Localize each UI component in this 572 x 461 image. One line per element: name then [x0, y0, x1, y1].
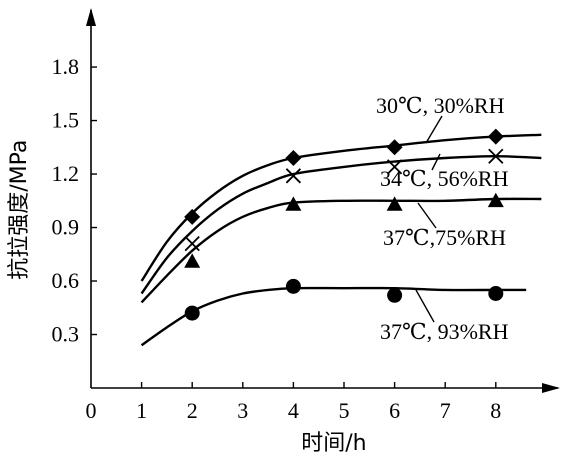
- data-point-s3-1: [184, 253, 201, 268]
- x-tick-label: 2: [187, 398, 198, 423]
- labels: 0 1 2 3 4 5 6 7 8 0.3 0.6 0.9 1.2 1.5 1.8 时间/h 抗拉强度/MPa: [7, 54, 501, 456]
- data-point-s1-1: [184, 208, 201, 225]
- x-tick-label: 6: [389, 398, 400, 423]
- data-point-s2-4: [488, 148, 504, 164]
- data-point-s1-2: [285, 149, 302, 166]
- data-point-s4-3: [387, 287, 403, 303]
- x-tick-label: 4: [288, 398, 299, 423]
- annotations: 30℃, 30%RH 34℃, 56%RH 37℃,75%RH 37℃, 93%RH: [376, 93, 509, 344]
- y-tick-label: 0.9: [52, 215, 80, 240]
- data-point-s4-1: [184, 305, 200, 321]
- x-axis-arrow: [542, 383, 560, 393]
- x-tick-label: 8: [490, 398, 501, 423]
- y-tick-label: 1.5: [52, 108, 80, 133]
- annotation-leader-4: [415, 289, 435, 323]
- y-axis-title: 抗拉强度/MPa: [7, 140, 32, 280]
- data-point-s2-2: [285, 168, 302, 184]
- data-point-s1-3: [386, 139, 403, 156]
- data-point-s3-3: [386, 196, 403, 211]
- x-tick-label: 7: [440, 398, 451, 423]
- cross-stroke: [488, 148, 504, 164]
- data-point-s3-4: [487, 192, 504, 208]
- y-axis-arrow: [86, 8, 96, 26]
- data-point-s4-4: [488, 286, 504, 302]
- x-tick-label: 5: [339, 398, 350, 423]
- markers: [184, 128, 504, 321]
- data-point-s1-4: [487, 128, 504, 145]
- annotation-leader-2: [431, 153, 441, 171]
- annotation-leader-1: [425, 115, 443, 144]
- x-tick-label: 0: [86, 398, 97, 423]
- cross-stroke: [184, 235, 200, 252]
- y-tick-label: 0.3: [52, 322, 80, 347]
- axes: [86, 8, 560, 393]
- data-point-s4-2: [285, 278, 301, 294]
- series-line-2: [140, 155, 542, 295]
- x-tick-label: 3: [237, 398, 248, 423]
- cross-stroke: [386, 159, 403, 175]
- data-point-s2-3: [386, 159, 403, 175]
- x-tick-label: 1: [136, 398, 147, 423]
- series-label-4: 37℃, 93%RH: [380, 319, 509, 344]
- y-tick-label: 1.8: [52, 54, 80, 79]
- data-point-s3-2: [285, 196, 302, 211]
- y-tick-label: 0.6: [52, 268, 80, 293]
- x-axis-title: 时间/h: [301, 431, 366, 456]
- series-label-2: 34℃, 56%RH: [380, 166, 509, 191]
- series-label-3: 37℃,75%RH: [383, 225, 506, 250]
- annotation-leader-3: [417, 202, 437, 229]
- data-point-s2-1: [184, 235, 200, 252]
- y-tick-label: 1.2: [52, 161, 80, 186]
- series-line-3: [140, 197, 542, 304]
- series-label-1: 30℃, 30%RH: [376, 93, 505, 118]
- cross-stroke: [285, 168, 302, 184]
